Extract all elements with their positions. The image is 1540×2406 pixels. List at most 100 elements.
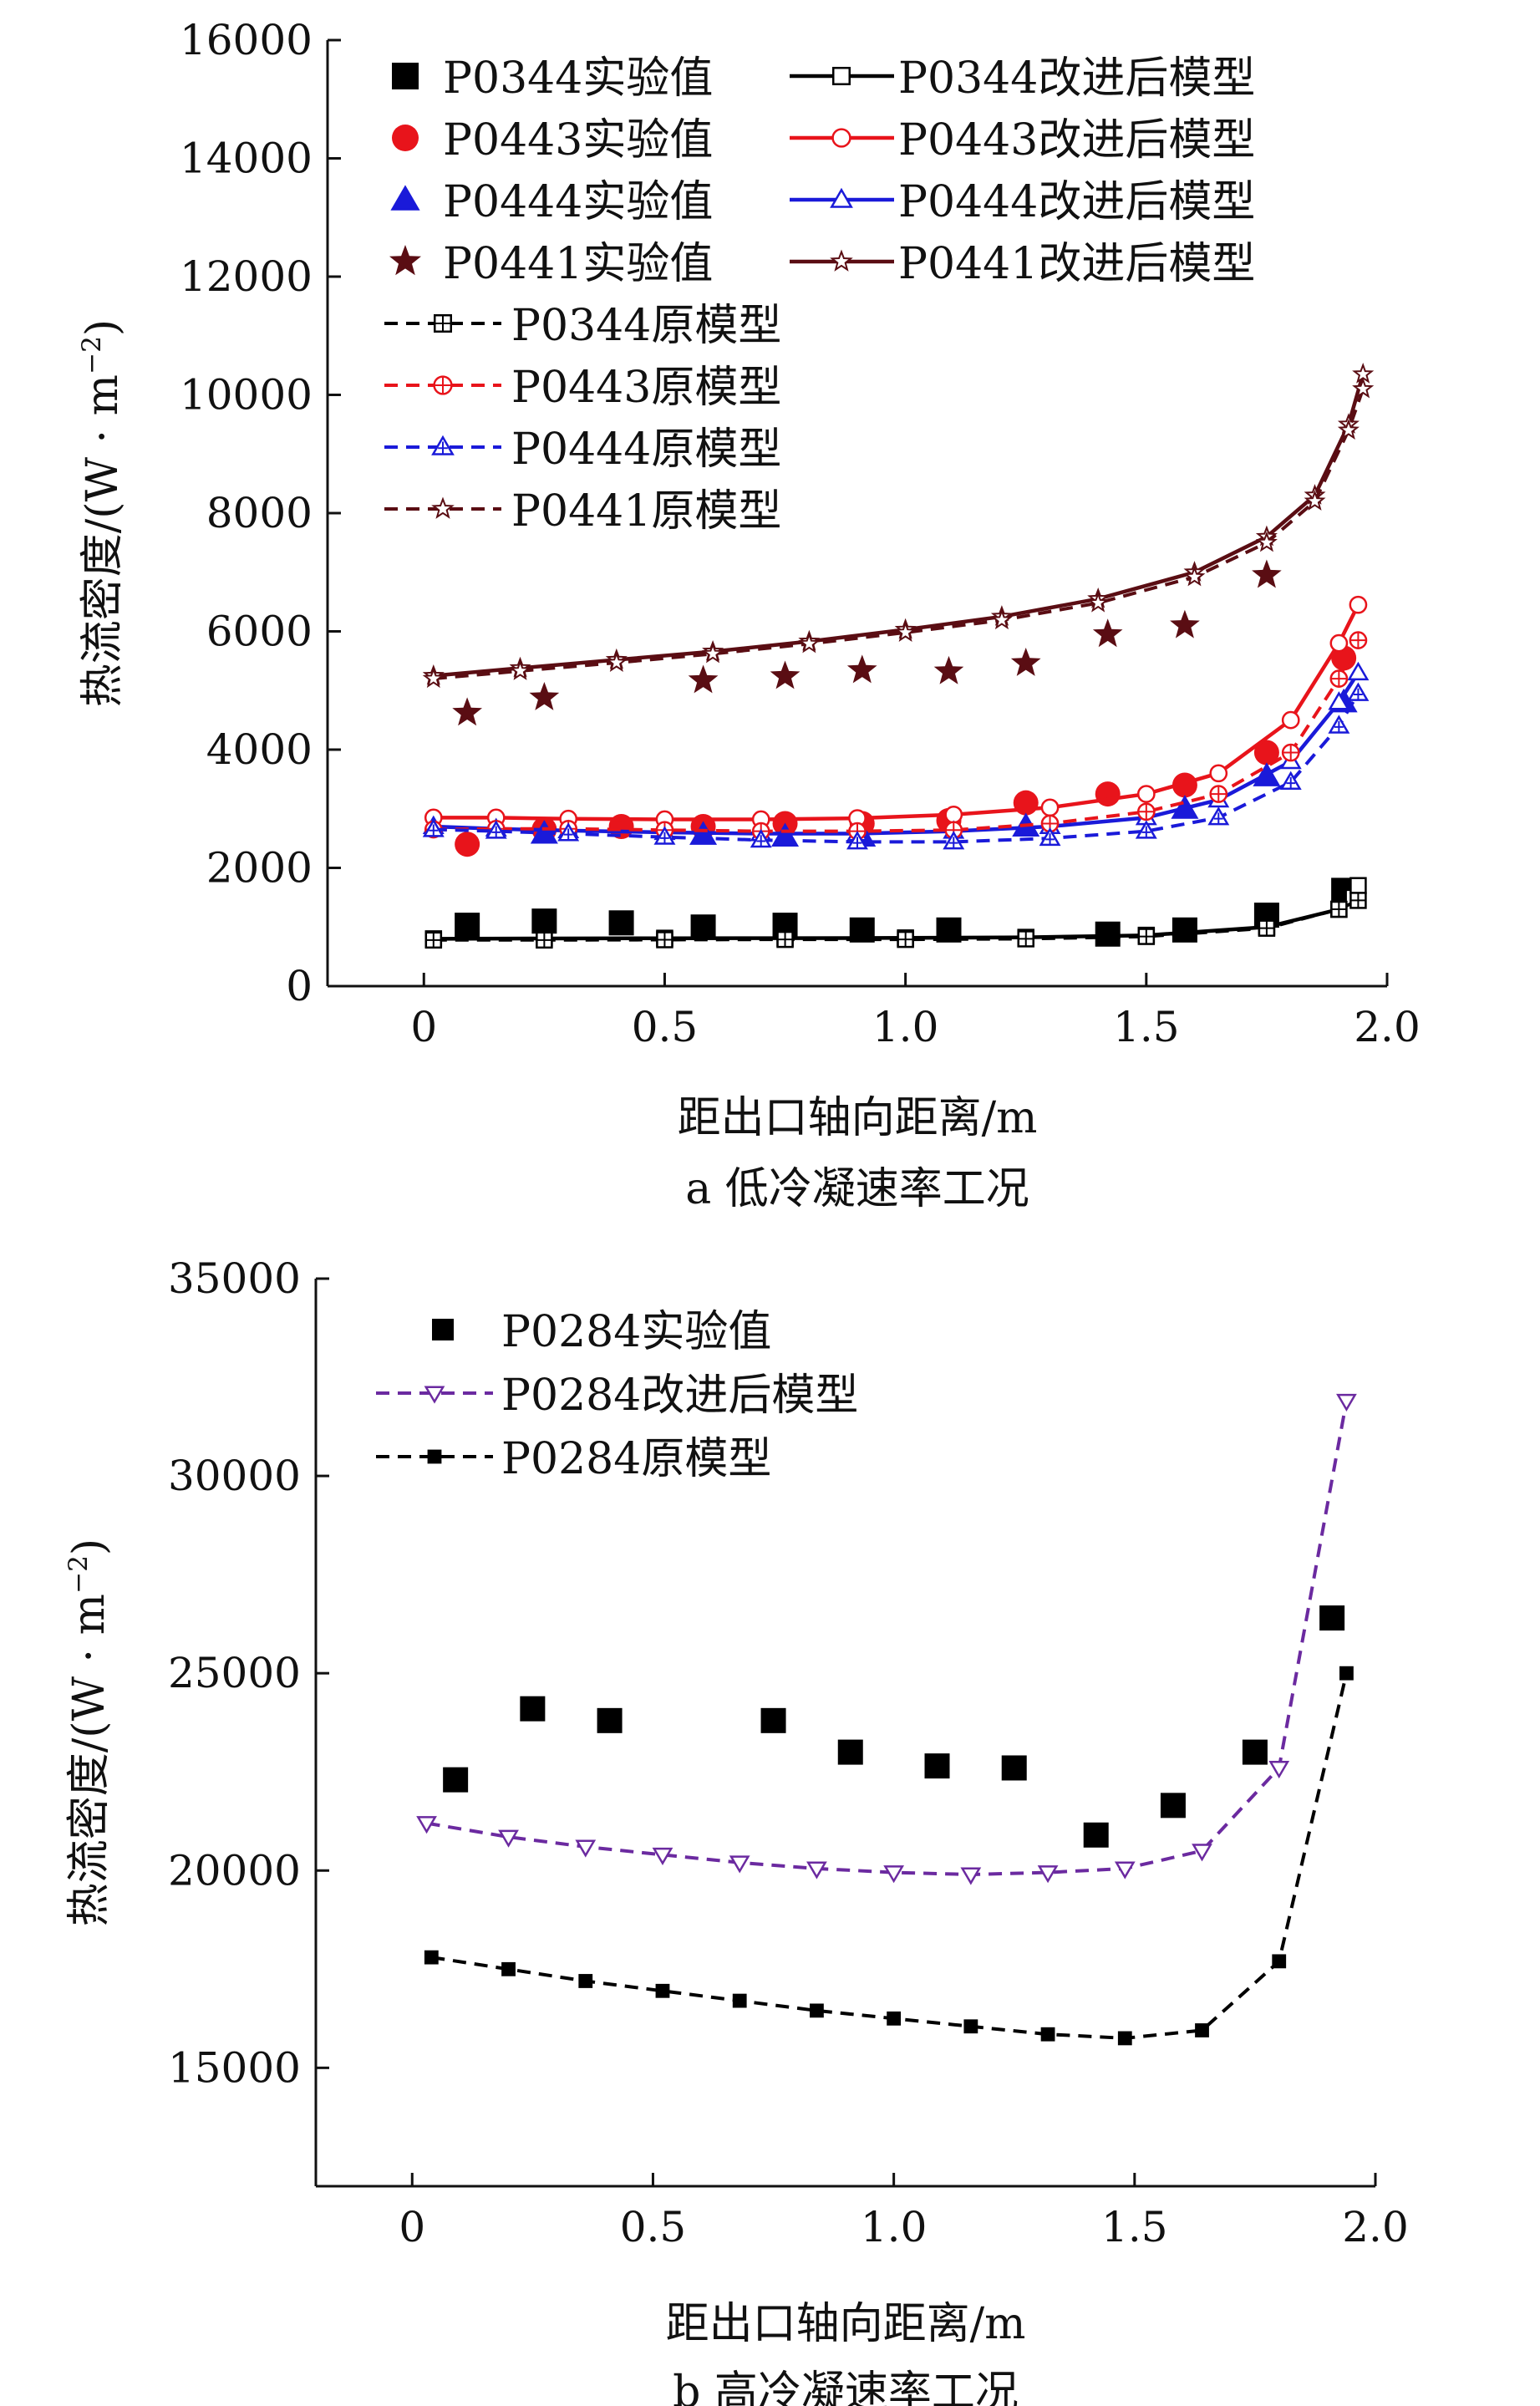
y-tick-label: 25000 [168, 1649, 301, 1697]
y-axis-label: 热流密度/(W · m−2) [64, 1539, 114, 1926]
legend-label: P0443改进后模型 [898, 115, 1255, 165]
series-p0441-orig [422, 377, 1375, 689]
data-point [455, 832, 480, 857]
data-point [1095, 781, 1121, 807]
y-tick-label: 15000 [168, 2043, 301, 2092]
legend-marker [389, 245, 421, 276]
data-point [1319, 1605, 1345, 1631]
data-point [1170, 609, 1200, 638]
legend-marker [390, 185, 420, 211]
legend-item: P0284改进后模型 [376, 1371, 858, 1421]
x-tick-label: 1.0 [872, 1003, 939, 1051]
y-tick-label: 6000 [206, 608, 313, 656]
data-point [1272, 1954, 1287, 1969]
legend-marker [432, 1319, 454, 1340]
data-point [1339, 1666, 1354, 1681]
data-point [1252, 559, 1282, 588]
legend-marker [424, 1386, 445, 1404]
data-point [837, 1739, 863, 1765]
legend-label: P0344实验值 [443, 53, 713, 104]
data-point [1136, 802, 1156, 821]
data-point [1328, 715, 1350, 734]
legend-marker [431, 435, 455, 455]
data-point [933, 655, 964, 684]
legend-marker [433, 375, 453, 395]
data-point [1136, 785, 1156, 803]
y-tick-label: 14000 [180, 135, 313, 183]
legend-marker [392, 63, 419, 89]
x-tick-label: 2.0 [1354, 1003, 1421, 1051]
chart-panel-b: 15000 20000 25000 30000 35000 0 0.5 1.0 1.5 2.0 距出… [64, 1254, 1409, 2406]
data-point [1330, 900, 1348, 918]
data-point [531, 908, 557, 934]
data-point [557, 822, 580, 842]
data-point [883, 1865, 905, 1884]
x-axis-label: 距出口轴向距离/m [678, 1093, 1038, 1143]
legend-label: P0441实验值 [443, 239, 713, 289]
data-point [656, 931, 673, 949]
data-point [1195, 2023, 1209, 2037]
y-tick-label: 2000 [206, 844, 313, 893]
data-point [424, 1950, 439, 1965]
data-point [1347, 682, 1370, 701]
legend-marker [830, 249, 853, 272]
data-point [422, 667, 445, 689]
legend-item: P0444原模型 [384, 425, 781, 475]
y-tick-label: 10000 [180, 371, 313, 420]
legend-marker [832, 67, 851, 85]
data-point [1281, 710, 1300, 730]
data-point [501, 1961, 516, 1976]
data-point [1010, 648, 1041, 676]
data-point [1209, 785, 1228, 803]
data-point [455, 913, 480, 938]
data-point [690, 914, 716, 940]
legend-label: P0344原模型 [511, 301, 781, 351]
legend-item: P0344改进后模型 [790, 53, 1255, 104]
legend-item: P0443实验值 [392, 115, 713, 165]
data-point [924, 1753, 950, 1779]
data-point [1114, 1861, 1136, 1880]
data-point [597, 1707, 623, 1733]
data-point [750, 828, 772, 848]
data-point [1117, 2031, 1132, 2046]
data-point [1083, 1822, 1109, 1848]
data-point [529, 682, 560, 710]
series-p0344-orig [424, 892, 1367, 949]
data-point [894, 621, 917, 643]
legend-item: P0344实验值 [392, 53, 713, 104]
data-point [485, 820, 507, 839]
series-p0284-orig-line [424, 1666, 1354, 2046]
data-point [776, 930, 794, 949]
legend-item: P0444实验值 [390, 177, 713, 227]
legend-label: P0344改进后模型 [898, 53, 1255, 104]
legend-marker [831, 128, 851, 148]
series-line [433, 898, 1360, 942]
data-point [655, 1983, 670, 1998]
x-axis-label: 距出口轴向距离/m [666, 2299, 1026, 2349]
data-point [509, 659, 531, 680]
data-point [1135, 820, 1157, 839]
data-point [1268, 1761, 1290, 1779]
y-tick-label: 35000 [168, 1254, 301, 1303]
data-point [1329, 669, 1349, 688]
legend-item: P0441原模型 [384, 486, 781, 537]
series-p0284-exp [443, 1605, 1345, 1848]
data-point [1172, 772, 1197, 798]
data-point [1017, 930, 1034, 948]
data-point [1253, 740, 1279, 766]
data-point [1328, 691, 1350, 710]
data-point [1037, 1865, 1059, 1884]
data-point [1207, 806, 1230, 826]
x-tick-label: 0.5 [620, 2203, 687, 2251]
data-point [943, 831, 965, 850]
legend-item: P0284原模型 [376, 1434, 771, 1484]
data-point [729, 1855, 750, 1874]
legend-label: P0441原模型 [511, 486, 781, 537]
legend-item: P0441实验值 [389, 239, 713, 289]
legend-item: P0344原模型 [384, 301, 781, 351]
x-tick-label: 1.0 [861, 2203, 928, 2251]
legend-marker [431, 496, 455, 519]
data-point [1349, 631, 1368, 649]
data-point [1347, 661, 1370, 681]
legend-label: P0284改进后模型 [501, 1371, 858, 1421]
